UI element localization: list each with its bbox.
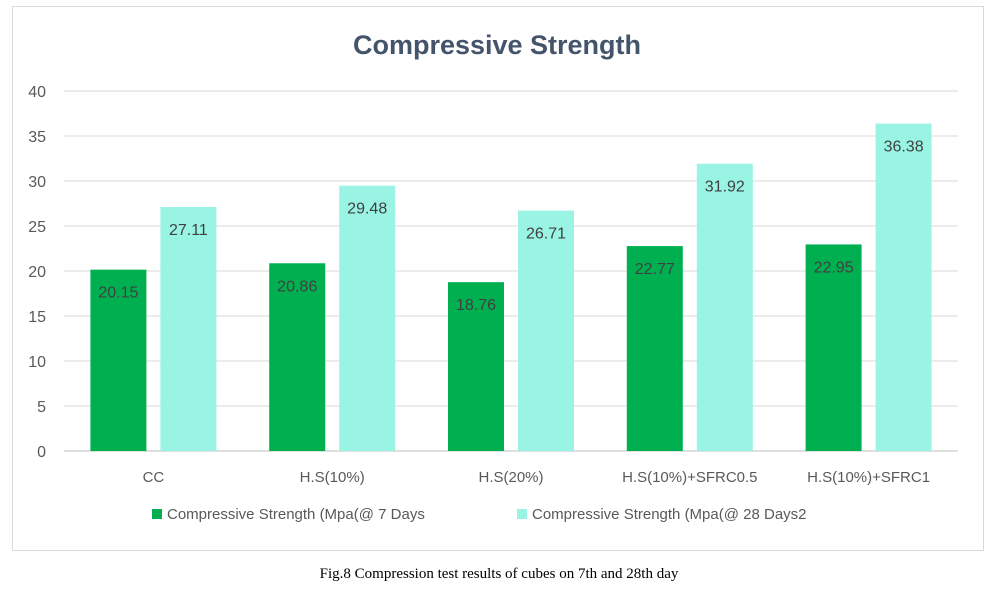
data-label: 20.15: [98, 285, 138, 302]
y-tick-label: 15: [28, 309, 46, 326]
data-label: 22.95: [814, 259, 854, 276]
data-label: 22.77: [635, 261, 675, 278]
y-tick-label: 20: [28, 264, 46, 281]
x-tick-label: H.S(10%)+SFRC0.5: [622, 469, 757, 486]
data-label: 26.71: [526, 226, 566, 243]
y-tick-label: 40: [28, 84, 46, 101]
figure-caption: Fig.8 Compression test results of cubes …: [319, 566, 679, 582]
y-axis-ticks: 0 5 10 15 20 25 30 35 40: [28, 84, 46, 461]
legend-swatch: [152, 509, 162, 519]
y-tick-label: 25: [28, 219, 46, 236]
legend-label: Compressive Strength (Mpa(@ 7 Days: [167, 506, 425, 523]
x-tick-label: CC: [143, 469, 165, 486]
y-tick-label: 35: [28, 129, 46, 146]
bar: [518, 210, 574, 451]
legend-swatch: [517, 509, 527, 519]
bar: [805, 244, 862, 451]
y-tick-label: 30: [28, 174, 46, 191]
data-label: 27.11: [169, 222, 208, 239]
x-tick-label: H.S(20%): [478, 469, 543, 486]
bar: [269, 263, 326, 451]
x-axis-ticks: CC H.S(10%) H.S(20%) H.S(10%)+SFRC0.5 H.S(10…: [143, 469, 931, 486]
legend-label: Compressive Strength (Mpa(@ 28 Days2: [532, 506, 807, 523]
y-tick-label: 0: [37, 444, 46, 461]
bar: [875, 123, 932, 451]
y-tick-label: 5: [37, 399, 46, 416]
bar-chart: Compressive Strength 0 5 10 15 20 25 30 35 40 20…: [28, 30, 958, 523]
data-label: 18.76: [456, 297, 496, 314]
x-tick-label: H.S(10%)+SFRC1: [807, 469, 930, 486]
bar: [160, 207, 217, 451]
chart-title: Compressive Strength: [353, 30, 641, 60]
bars: 20.15 27.11 20.86 29.48 18.76 26.71 22.77 31.92…: [90, 123, 932, 451]
data-label: 20.86: [277, 278, 317, 295]
bar: [626, 246, 683, 451]
y-tick-label: 10: [28, 354, 46, 371]
data-label: 31.92: [705, 179, 745, 196]
bar: [696, 163, 753, 451]
data-label: 36.38: [884, 139, 924, 156]
x-tick-label: H.S(10%): [300, 469, 365, 486]
legend: Compressive Strength (Mpa(@ 7 Days Compre…: [152, 506, 807, 523]
bar: [90, 269, 147, 451]
bar: [339, 185, 396, 451]
bar: [448, 282, 504, 451]
data-label: 29.48: [347, 201, 387, 218]
